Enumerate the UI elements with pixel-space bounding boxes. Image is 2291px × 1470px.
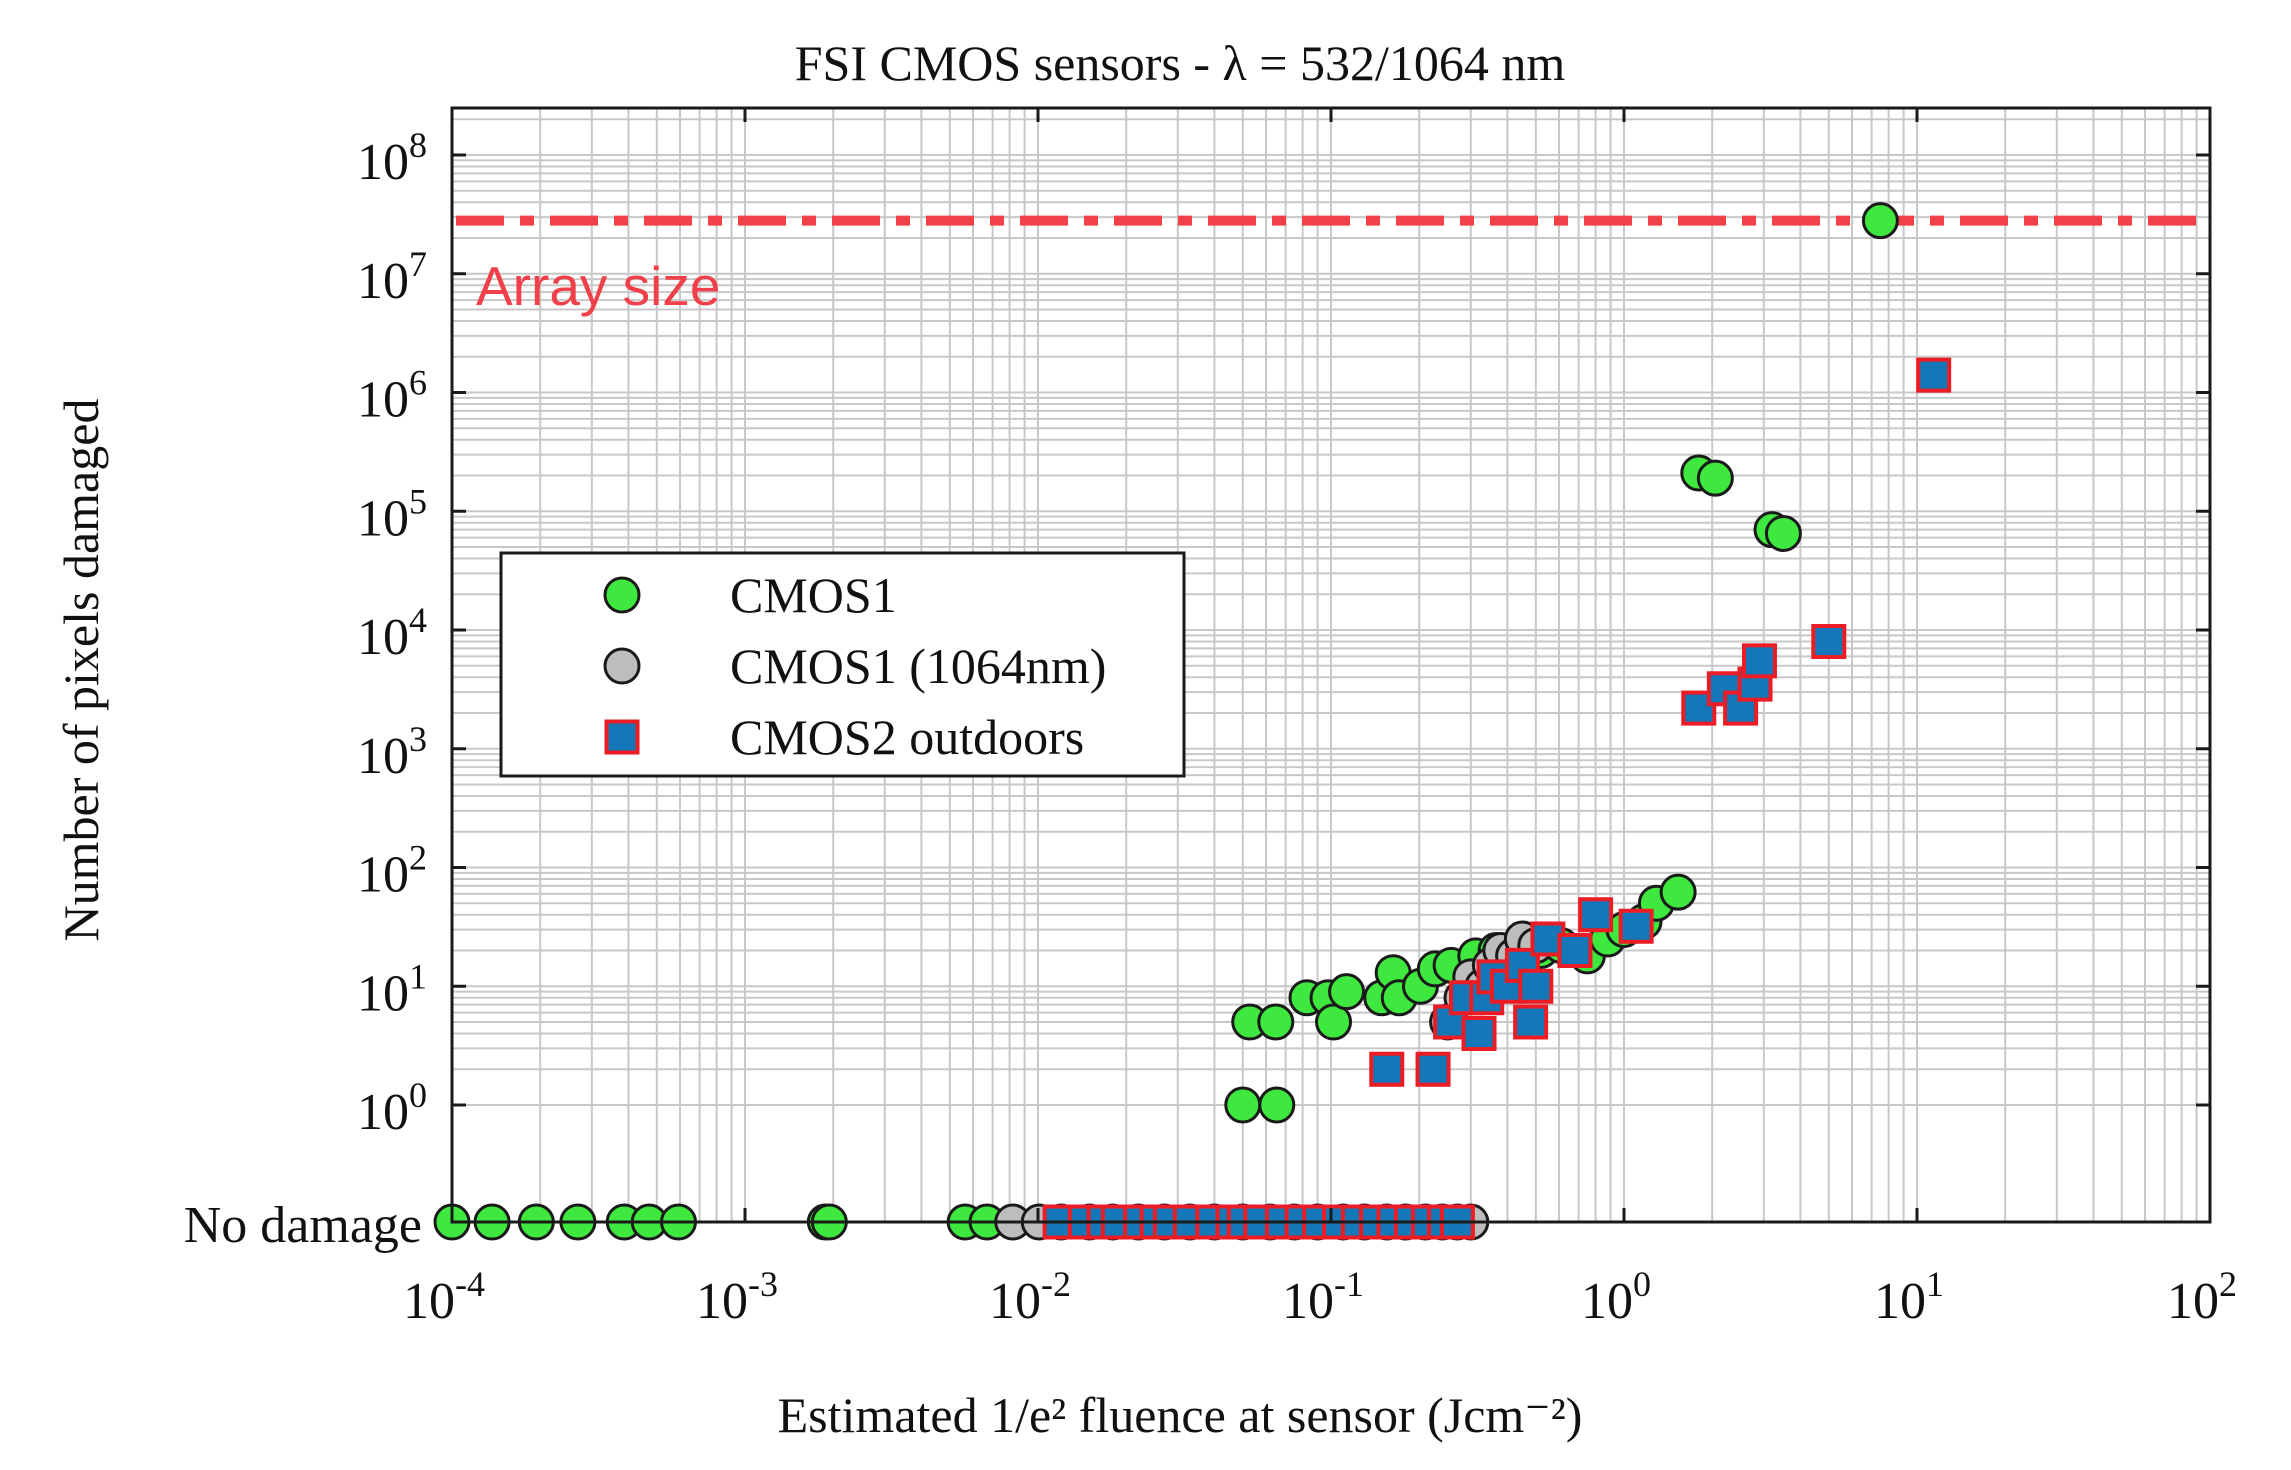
x-tick-label: 102 [2167,1264,2237,1330]
y-tick-label: 100 [357,1075,427,1141]
legend-label: CMOS1 (1064nm) [730,638,1106,694]
y-axis-title: Number of pixels damaged [53,399,109,942]
tick-marks [450,108,2212,1222]
legend-marker [603,576,641,614]
data-point [1557,933,1593,969]
data-point [1513,1004,1549,1040]
no-damage-label: No damage [184,1197,422,1254]
legend-marker [603,647,641,685]
legend-marker [604,719,640,755]
x-tick-label: 10-2 [989,1264,1071,1330]
array-size-label: Array size [476,255,721,317]
x-tick-label: 101 [1874,1264,1944,1330]
data-point [1861,202,1899,240]
y-tick-label: 104 [357,600,427,666]
y-tick-label: 102 [357,838,427,904]
legend-label: CMOS1 [730,567,897,623]
y-tick-label: 108 [357,125,427,191]
y-tick-label: 103 [357,719,427,785]
legend-label: CMOS2 outdoors [730,709,1084,765]
tick-labels: 10-4 10-3 10-2 10-1 100 101 102 100 101 102 103 104… [357,125,2237,1330]
y-tick-label: 105 [357,481,427,547]
data-point [1578,897,1614,933]
data-point [1659,873,1697,911]
x-tick-label: 10-4 [403,1264,485,1330]
x-axis-title: Estimated 1/e² fluence at sensor (Jcm⁻²) [778,1387,1583,1443]
data-point [1696,459,1734,497]
y-tick-label: 107 [357,244,427,310]
y-tick-label: 106 [357,363,427,429]
x-tick-label: 10-1 [1282,1264,1364,1330]
data-point [1764,514,1802,552]
data-point [1415,1051,1451,1087]
x-tick-label: 10-3 [696,1264,778,1330]
data-point [1258,1086,1296,1124]
x-tick-label: 100 [1581,1264,1651,1330]
legend: CMOS1 CMOS1 (1064nm) CMOS2 outdoors [499,551,1186,778]
data-point [1224,1086,1262,1124]
data-point [1811,624,1847,660]
data-point [1461,1016,1497,1052]
data-point [1741,643,1777,679]
data-point [1518,968,1554,1004]
data-point [1369,1051,1405,1087]
data-point [1315,1003,1353,1041]
data-point [1916,357,1952,393]
y-tick-label: 101 [357,956,427,1022]
data-point [1328,973,1366,1011]
data-point [1257,1003,1295,1041]
chart-title: FSI CMOS sensors - λ = 532/1064 nm [795,35,1566,91]
data-point [1618,908,1654,944]
